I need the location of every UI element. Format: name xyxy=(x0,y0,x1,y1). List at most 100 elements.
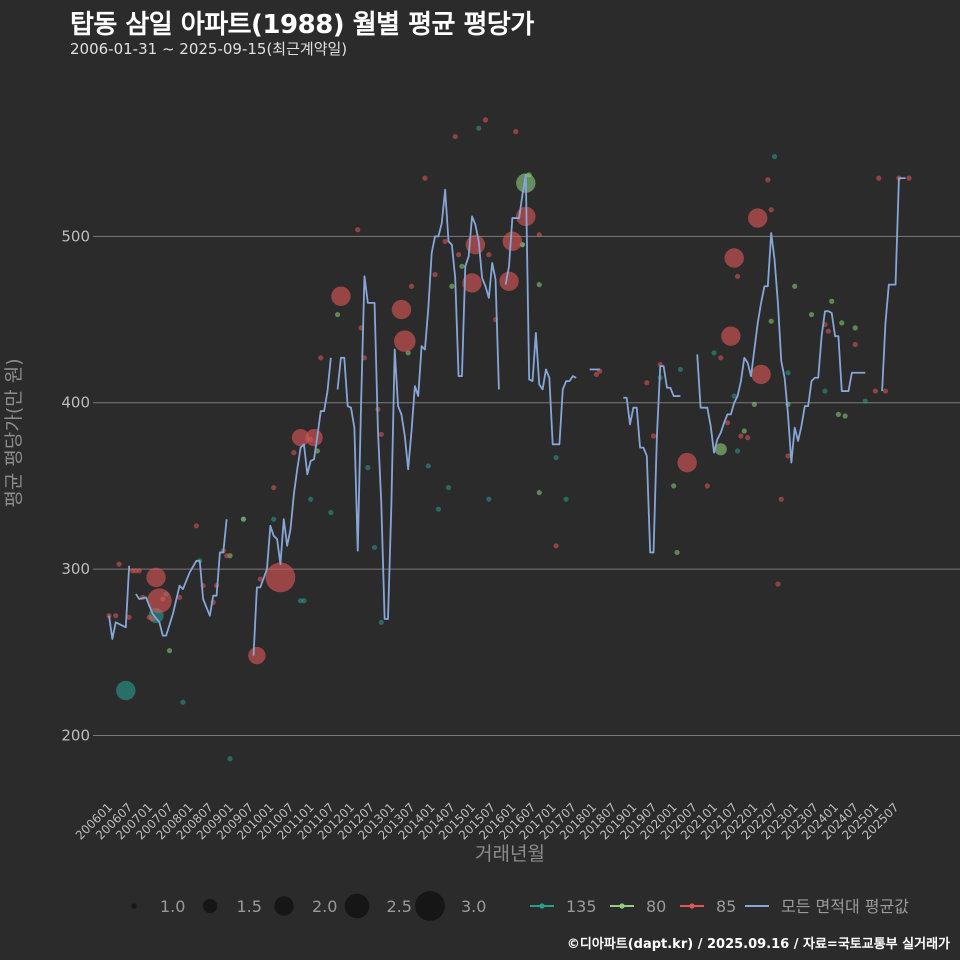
point-80-25 xyxy=(842,413,848,419)
y-tick-label-300: 300 xyxy=(61,560,90,578)
avg-line-segment-2 xyxy=(252,357,332,656)
point-80-17 xyxy=(751,401,757,407)
point-80-11 xyxy=(536,282,542,288)
point-85-66 xyxy=(738,433,744,439)
point-85-64 xyxy=(724,248,744,268)
source-caption: ©디아파트(dapt.kr) / 2025.09.16 / 자료=국토교통부 실… xyxy=(566,937,950,952)
legend-size-label-1.0: 1.0 xyxy=(160,897,185,916)
legend-dot-key-2 xyxy=(689,903,695,909)
point-80-15 xyxy=(714,443,727,456)
point-135-10 xyxy=(308,496,314,502)
series-85-points xyxy=(106,117,912,665)
avg-line-segment-7 xyxy=(696,232,866,464)
x-axis-title: 거래년월 xyxy=(475,843,545,865)
point-85-73 xyxy=(778,496,784,502)
point-135-12 xyxy=(365,465,371,471)
point-80-7 xyxy=(459,263,465,269)
point-85-24 xyxy=(291,450,297,456)
point-135-24 xyxy=(677,366,684,373)
point-135-25 xyxy=(711,350,717,356)
point-85-79 xyxy=(876,175,882,181)
point-85-20 xyxy=(248,646,266,665)
y-axis-title: 평균 평당가(만 원) xyxy=(3,358,25,507)
point-85-61 xyxy=(718,355,724,361)
legend-color-label-2: 85 xyxy=(716,897,736,916)
point-85-6 xyxy=(136,568,142,574)
point-85-30 xyxy=(355,227,361,233)
legend-size-key-2.5 xyxy=(344,893,370,919)
point-85-0 xyxy=(106,613,112,619)
point-85-37 xyxy=(408,283,415,289)
point-85-12 xyxy=(160,596,166,602)
point-85-35 xyxy=(391,299,412,320)
point-80-16 xyxy=(741,428,747,434)
point-85-80 xyxy=(882,388,889,394)
point-135-16 xyxy=(435,506,442,512)
point-135-9 xyxy=(301,598,307,604)
chart-subtitle: 2006-01-31 ~ 2025-09-15(최근계약일) xyxy=(70,40,348,58)
point-135-14 xyxy=(378,619,384,625)
point-85-22 xyxy=(271,484,277,491)
point-85-54 xyxy=(593,371,599,378)
point-85-74 xyxy=(785,453,791,459)
point-85-59 xyxy=(677,452,697,473)
point-85-76 xyxy=(825,328,831,334)
avg-line-segment-8 xyxy=(881,177,906,392)
point-135-5 xyxy=(227,756,233,762)
point-85-1 xyxy=(113,613,119,619)
point-85-69 xyxy=(751,364,771,385)
point-80-0 xyxy=(166,648,173,654)
point-135-22 xyxy=(563,496,569,502)
point-85-68 xyxy=(748,208,768,228)
point-85-52 xyxy=(536,232,542,238)
average-line xyxy=(108,173,906,656)
point-85-29 xyxy=(331,286,351,306)
point-85-9 xyxy=(150,616,156,622)
point-135-17 xyxy=(445,484,452,491)
point-85-65 xyxy=(734,273,741,279)
point-85-82 xyxy=(906,175,912,181)
point-85-50 xyxy=(513,128,519,135)
point-135-0 xyxy=(116,680,136,701)
y-tick-label-200: 200 xyxy=(61,726,90,744)
point-85-77 xyxy=(852,341,858,348)
grid-lines xyxy=(93,235,960,736)
legend-size-label-2.0: 2.0 xyxy=(312,897,337,916)
avg-line-segment-4 xyxy=(504,173,577,446)
point-85-71 xyxy=(768,207,774,213)
legend-size-key-1.0 xyxy=(131,903,137,909)
point-80-13 xyxy=(671,483,677,489)
point-80-26 xyxy=(852,325,858,331)
point-80-12 xyxy=(536,489,542,496)
legend-color-label-1: 80 xyxy=(646,897,666,916)
point-85-78 xyxy=(872,388,878,394)
point-85-36 xyxy=(394,330,416,352)
point-85-62 xyxy=(724,420,731,426)
point-135-13 xyxy=(371,544,378,551)
point-85-67 xyxy=(745,435,751,441)
point-85-41 xyxy=(452,133,458,140)
point-135-31 xyxy=(862,398,868,404)
point-135-29 xyxy=(785,370,791,376)
point-135-7 xyxy=(271,516,277,522)
y-tick-label-400: 400 xyxy=(61,394,90,412)
point-85-23 xyxy=(265,562,296,593)
point-85-49 xyxy=(502,231,523,252)
legend-color-label-0: 135 xyxy=(566,897,597,916)
point-80-4 xyxy=(334,311,341,318)
point-85-28 xyxy=(318,355,324,361)
y-tick-label-500: 500 xyxy=(61,227,90,245)
point-135-3 xyxy=(180,699,186,705)
point-135-18 xyxy=(476,125,482,131)
point-80-18 xyxy=(768,318,774,324)
chart-title: 탑동 삼일 아파트(1988) 월별 평균 평당가 xyxy=(70,10,534,40)
point-85-57 xyxy=(650,433,657,439)
point-80-10 xyxy=(526,172,532,178)
legend-dot-key-1 xyxy=(619,903,625,909)
point-135-21 xyxy=(553,455,559,461)
point-85-21 xyxy=(257,576,263,582)
legend-size-label-2.5: 2.5 xyxy=(387,897,412,916)
point-85-13 xyxy=(176,594,183,600)
point-85-39 xyxy=(432,272,438,278)
